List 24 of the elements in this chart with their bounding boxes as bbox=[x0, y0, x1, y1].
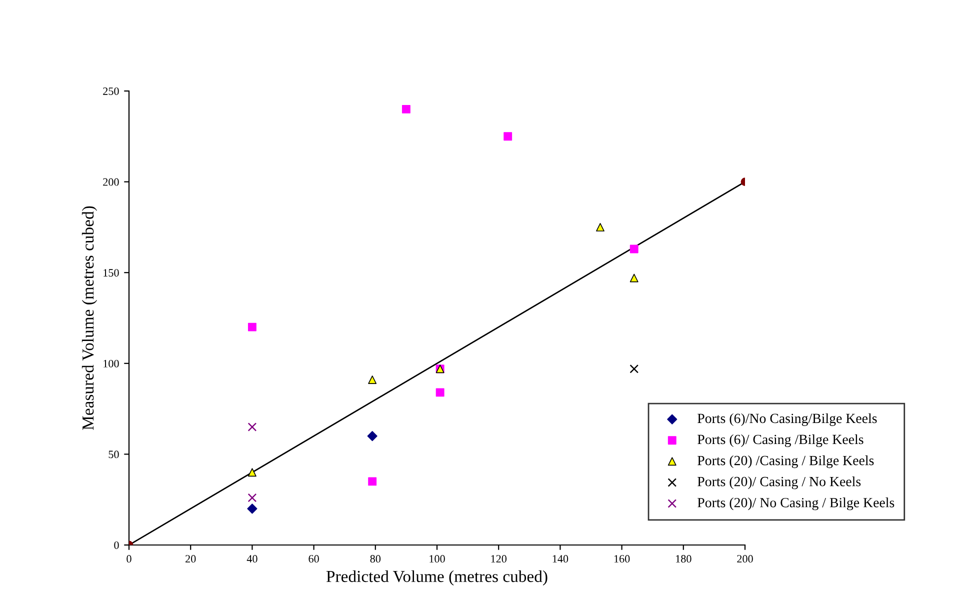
x-tick-label: 180 bbox=[676, 555, 692, 563]
x-tick-label: 200 bbox=[737, 555, 753, 563]
legend-label: Ports (6)/ Casing /Bilge Keels bbox=[698, 434, 864, 448]
legend-label: Ports (20)/ Casing / No Keels bbox=[698, 476, 861, 490]
x-tick-label: 80 bbox=[370, 555, 381, 563]
x-tick-label: 100 bbox=[430, 555, 445, 563]
y-tick-label: 150 bbox=[104, 269, 119, 277]
x-tick-label: 60 bbox=[308, 555, 319, 563]
y-tick-label: 100 bbox=[104, 360, 119, 368]
y-axis-title: Measured Volume (metres cubed) bbox=[82, 206, 98, 430]
x-tick-label: 120 bbox=[491, 555, 507, 563]
x-tick-label: 40 bbox=[246, 555, 258, 563]
legend-label: Ports (6)/No Casing/Bilge Keels bbox=[698, 413, 877, 426]
x-tick-label: 0 bbox=[126, 555, 132, 563]
y-tick-label: 50 bbox=[108, 450, 119, 458]
y-tick-label: 200 bbox=[103, 178, 119, 186]
x-axis-title: Predicted Volume (metres cubed) bbox=[326, 570, 548, 586]
x-tick-label: 20 bbox=[186, 555, 196, 563]
x-tick-label: 140 bbox=[552, 555, 568, 563]
legend-label: Ports (20) /Casing / Bilge Keels bbox=[698, 455, 874, 468]
legend-label: Ports (20)/ No Casing / Bilge Keels bbox=[698, 498, 894, 510]
x-tick-label: 160 bbox=[614, 555, 630, 563]
y-tick-label: 0 bbox=[114, 541, 119, 549]
y-tick-label: 250 bbox=[103, 87, 119, 95]
